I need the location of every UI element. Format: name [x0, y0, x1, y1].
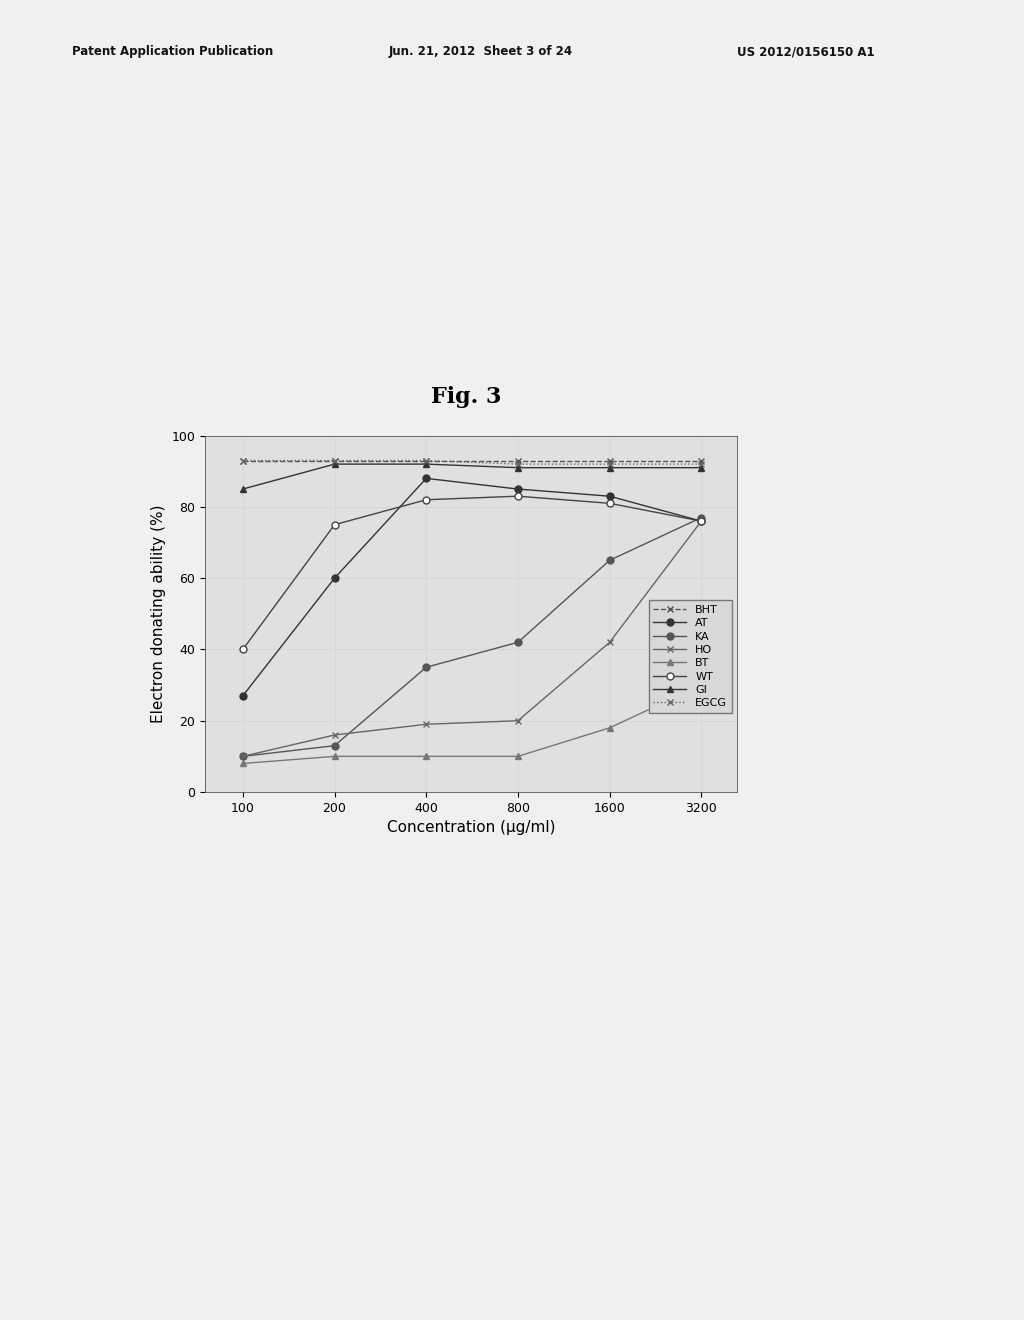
AT — [420, 470, 432, 486]
EGCG — [695, 457, 708, 473]
KA — [420, 660, 432, 676]
HO — [420, 717, 432, 733]
Line: AT: AT — [240, 475, 705, 700]
BHT — [329, 453, 341, 469]
BT — [603, 719, 615, 735]
BT — [237, 755, 249, 771]
GI — [329, 457, 341, 473]
AT — [237, 688, 249, 704]
Line: BT: BT — [240, 681, 705, 767]
Y-axis label: Electron donating ability (%): Electron donating ability (%) — [151, 504, 166, 723]
KA — [329, 738, 341, 754]
Legend: BHT, AT, KA, HO, BT, WT, GI, EGCG: BHT, AT, KA, HO, BT, WT, GI, EGCG — [648, 601, 732, 713]
BHT — [420, 453, 432, 469]
WT — [603, 495, 615, 511]
WT — [329, 516, 341, 532]
X-axis label: Concentration (μg/ml): Concentration (μg/ml) — [387, 820, 555, 836]
KA — [695, 510, 708, 525]
AT — [512, 480, 524, 496]
Line: GI: GI — [240, 461, 705, 492]
EGCG — [603, 457, 615, 473]
KA — [512, 635, 524, 651]
HO — [329, 727, 341, 743]
BT — [512, 748, 524, 764]
BHT — [237, 453, 249, 469]
WT — [237, 642, 249, 657]
KA — [603, 552, 615, 568]
Line: BHT: BHT — [240, 457, 705, 465]
KA — [237, 748, 249, 764]
BT — [420, 748, 432, 764]
EGCG — [420, 453, 432, 469]
WT — [695, 513, 708, 529]
WT — [512, 488, 524, 504]
AT — [603, 488, 615, 504]
GI — [512, 459, 524, 475]
Text: Jun. 21, 2012  Sheet 3 of 24: Jun. 21, 2012 Sheet 3 of 24 — [389, 45, 573, 58]
EGCG — [237, 453, 249, 469]
Line: HO: HO — [240, 517, 705, 760]
HO — [695, 513, 708, 529]
EGCG — [329, 453, 341, 469]
Line: EGCG: EGCG — [240, 457, 705, 467]
GI — [695, 459, 708, 475]
WT — [420, 492, 432, 508]
AT — [329, 570, 341, 586]
HO — [603, 635, 615, 651]
Text: Fig. 3: Fig. 3 — [431, 385, 501, 408]
BHT — [512, 453, 524, 469]
BHT — [695, 453, 708, 469]
BT — [695, 677, 708, 693]
Line: WT: WT — [240, 492, 705, 653]
BT — [329, 748, 341, 764]
EGCG — [512, 457, 524, 473]
Line: KA: KA — [240, 513, 705, 760]
GI — [237, 480, 249, 496]
GI — [603, 459, 615, 475]
HO — [237, 748, 249, 764]
GI — [420, 457, 432, 473]
Text: US 2012/0156150 A1: US 2012/0156150 A1 — [737, 45, 874, 58]
Text: Patent Application Publication: Patent Application Publication — [72, 45, 273, 58]
HO — [512, 713, 524, 729]
BHT — [603, 453, 615, 469]
AT — [695, 513, 708, 529]
